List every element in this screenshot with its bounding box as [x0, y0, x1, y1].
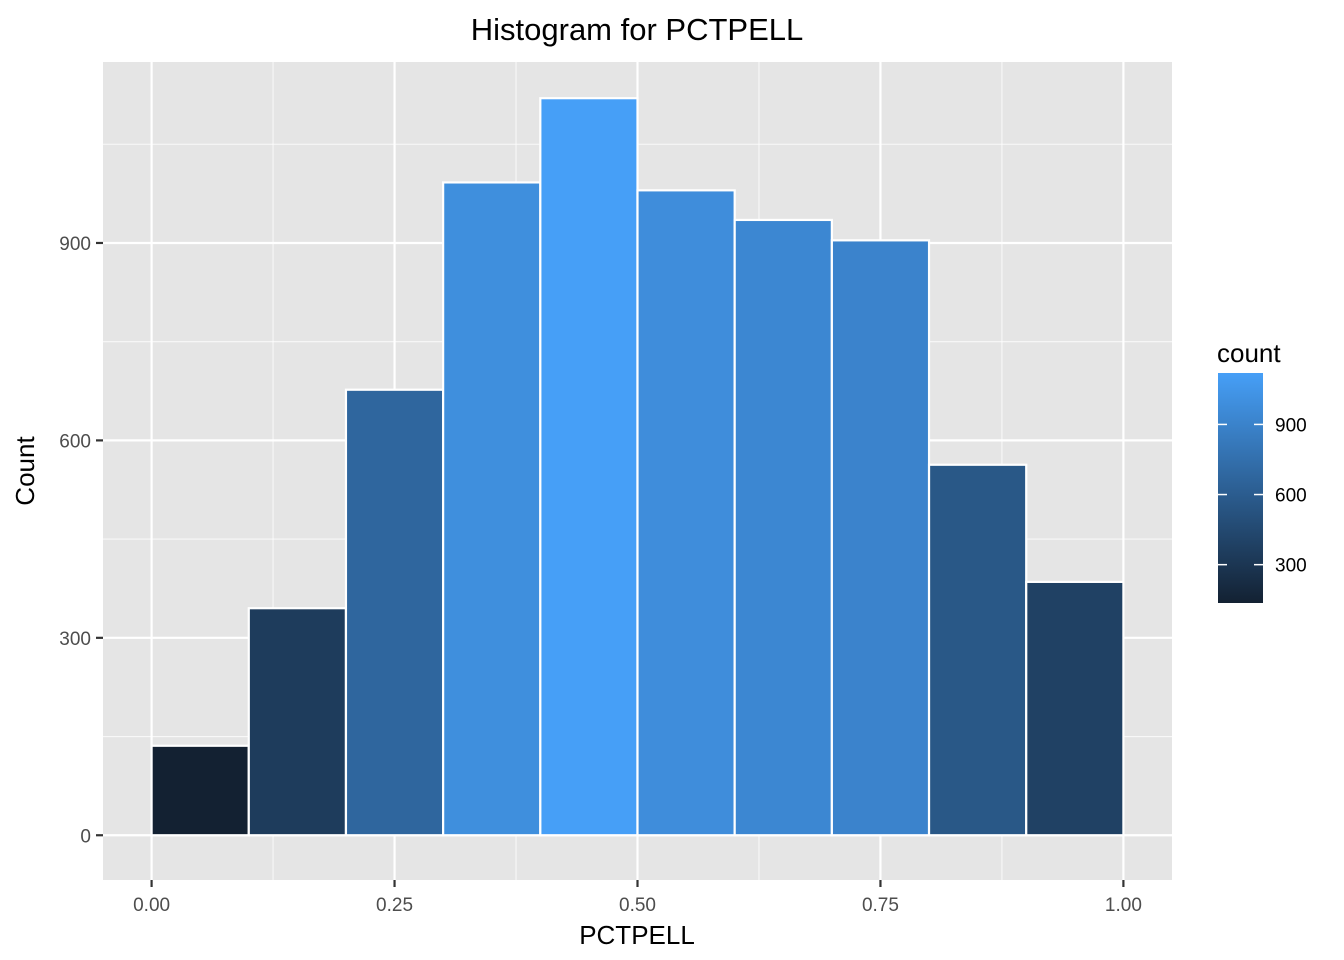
- x-axis-title: PCTPELL: [579, 920, 695, 950]
- histogram-bar-7: [733, 218, 833, 837]
- histogram-bar-6: [636, 189, 736, 837]
- histogram-bar-5: [539, 97, 639, 837]
- x-tick-label: 0.50: [619, 895, 656, 916]
- histogram-bar-3: [344, 388, 445, 837]
- y-tick-label: 600: [59, 431, 91, 452]
- legend-tick-label: 300: [1275, 556, 1307, 577]
- y-axis-title: Count: [10, 436, 40, 506]
- x-tick-label: 0.00: [133, 895, 170, 916]
- chart-title: Histogram for PCTPELL: [471, 12, 804, 47]
- x-tick-label: 0.75: [862, 895, 899, 916]
- histogram-bar-1: [150, 744, 250, 837]
- x-tick-label: 1.00: [1105, 895, 1142, 916]
- x-tick-label: 0.25: [376, 895, 413, 916]
- x-axis: 0.00 0.25 0.50 0.75 1.00: [133, 880, 1142, 916]
- y-axis: 0 300 600 900: [59, 234, 103, 847]
- y-tick-label: 300: [59, 629, 91, 650]
- histogram-bar-4: [442, 181, 542, 837]
- y-tick-label: 0: [80, 826, 91, 847]
- legend-tick-label: 600: [1275, 486, 1307, 507]
- legend-colorbar: [1218, 373, 1263, 603]
- histogram-bar-2: [247, 607, 348, 837]
- color-legend: count 300 600 900: [1217, 338, 1307, 603]
- legend-title: count: [1217, 338, 1281, 368]
- legend-ticks: 300 600 900: [1218, 415, 1307, 577]
- y-tick-label: 900: [59, 234, 91, 255]
- histogram-bar-9: [927, 463, 1028, 837]
- histogram-bar-10: [1025, 580, 1125, 837]
- histogram-bar-8: [830, 239, 931, 837]
- legend-tick-label: 900: [1275, 415, 1307, 436]
- histogram-bars: [150, 97, 1125, 837]
